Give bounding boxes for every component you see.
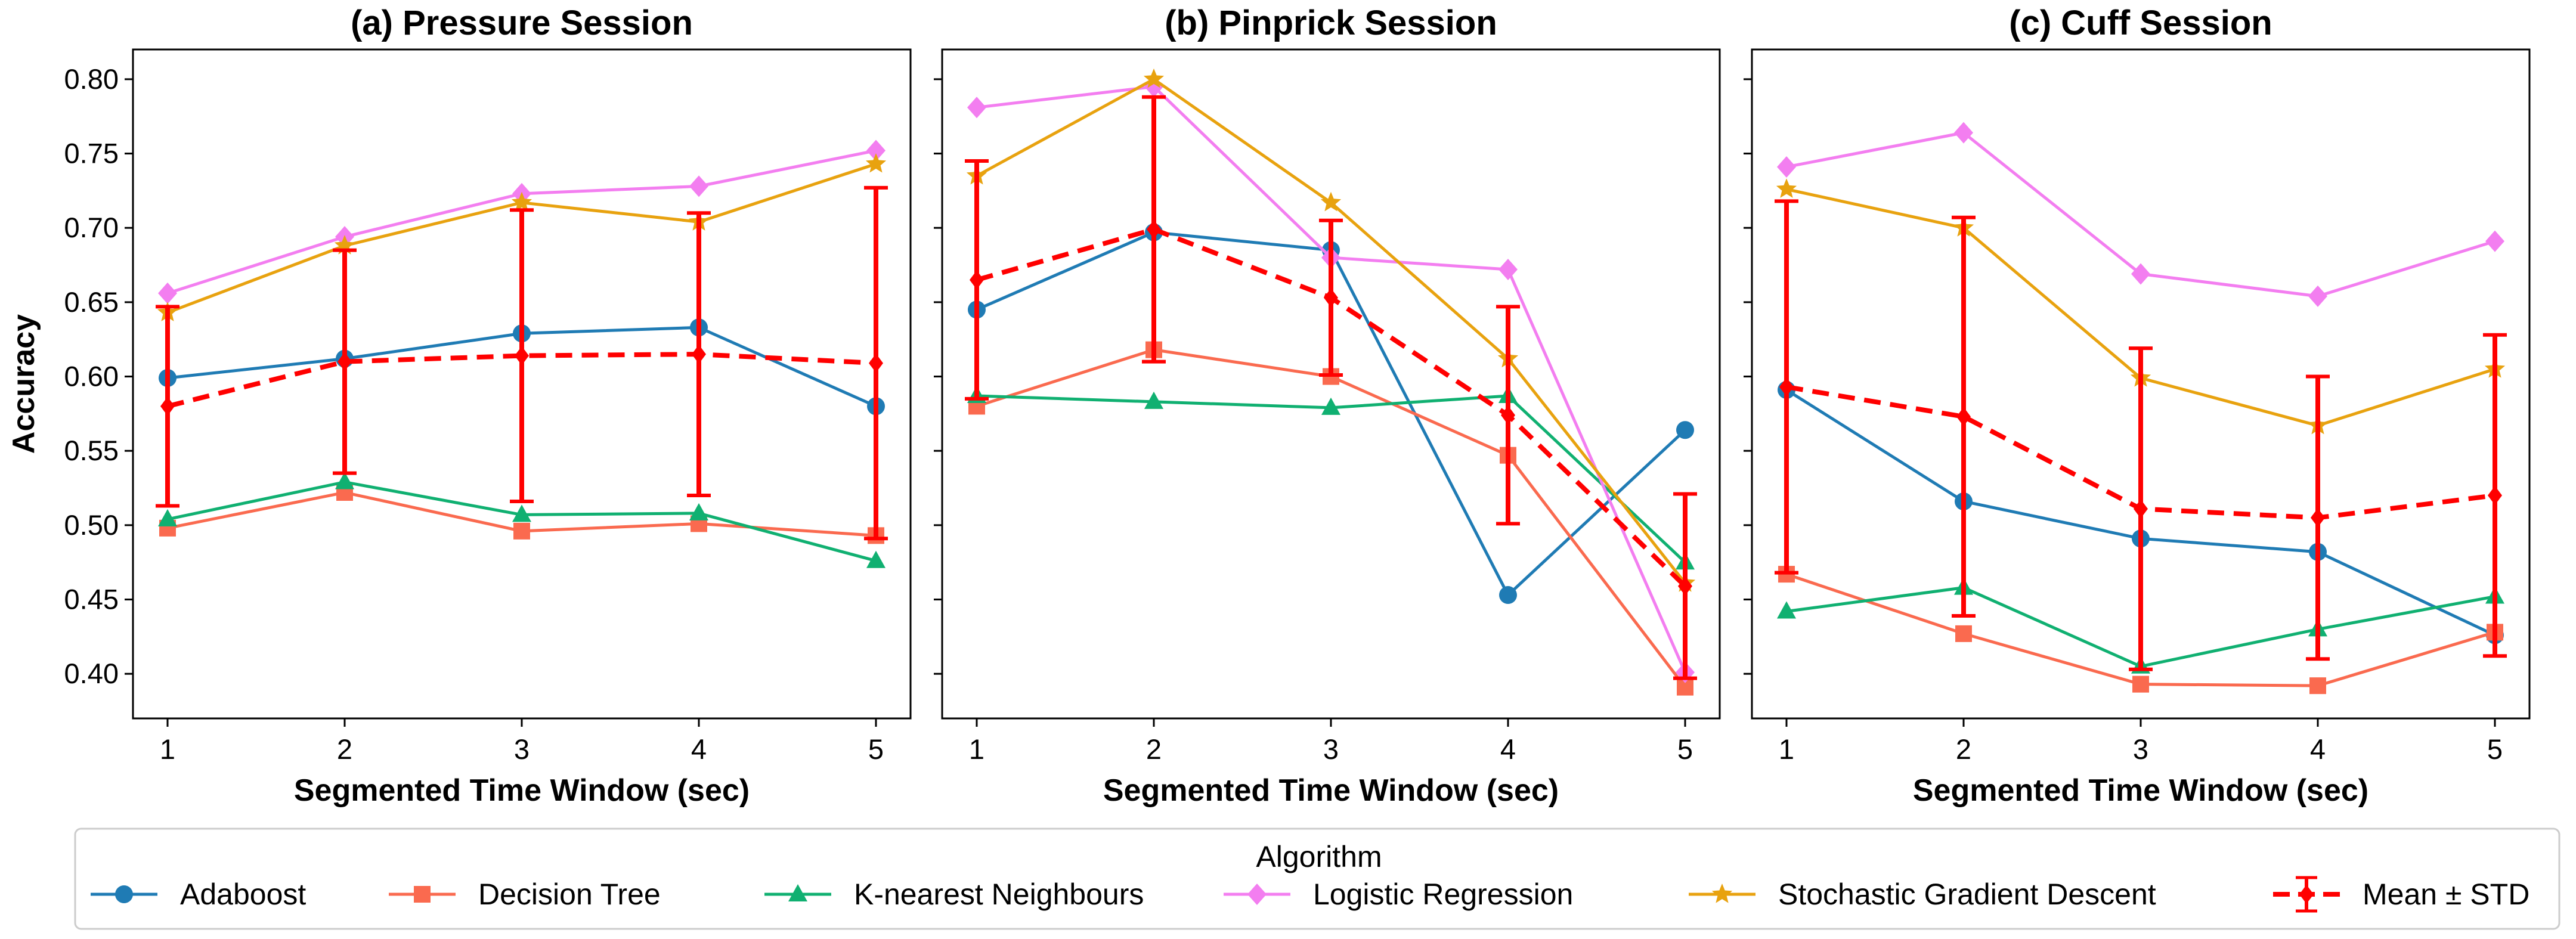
panel-1-title: (a) Pressure Session [351, 4, 693, 42]
panel-2-point-logistic-regression [1144, 76, 1163, 98]
panel-2-series-line-k-nearest-neighbours [976, 394, 1686, 564]
panel-1-ytick-label: 0.75 [64, 138, 119, 169]
panel-3-point-decision-tree [2132, 675, 2149, 693]
panel-3-title: (c) Cuff Session [2009, 4, 2272, 42]
panel-2-title: (b) Pinprick Session [1165, 4, 1497, 42]
panel-1-mean-point [338, 352, 352, 371]
panel-3-xtick-label: 2 [1956, 733, 1971, 765]
panel-1-point-logistic-regression [866, 140, 886, 162]
panel-1-xtick-label: 1 [160, 733, 175, 765]
panel-3-point-logistic-regression [1777, 156, 1796, 178]
panel-2-xtick-label: 1 [969, 733, 984, 765]
legend-marker-decision-tree [414, 886, 431, 903]
panel-3-point-k-nearest-neighbours [1777, 601, 1796, 619]
panel-1-point-stochastic-gradient-descent [511, 191, 532, 212]
legend-title: Algorithm [1256, 840, 1382, 873]
panel-2-point-adaboost [1499, 586, 1517, 605]
panel-2-mean-point [970, 270, 984, 290]
panel-3-point-stochastic-gradient-descent [1776, 178, 1797, 198]
panel-1-y-axis-label: Accuracy [7, 314, 41, 454]
legend-marker-mean [2299, 885, 2314, 904]
panel-3-mean-point [1779, 377, 1794, 396]
legend-label-stochastic-gradient-descent: Stochastic Gradient Descent [1778, 878, 2156, 911]
legend-marker-stochastic-gradient-descent [1711, 884, 1733, 903]
panel-3-point-logistic-regression [2485, 230, 2504, 252]
panel-1-mean-point [692, 345, 706, 364]
panel-1-point-logistic-regression [689, 175, 708, 197]
legend-label-logistic-regression: Logistic Regression [1313, 878, 1573, 911]
panel-1-mean-point [160, 396, 175, 416]
panel-1-point-k-nearest-neighbours [512, 504, 531, 522]
panel-2-mean-point [1147, 219, 1161, 239]
panel-2-mean-point [1501, 405, 1515, 425]
panel-2-point-k-nearest-neighbours [1321, 397, 1340, 415]
legend-label-adaboost: Adaboost [180, 878, 306, 911]
panel-2-xtick-label: 2 [1146, 733, 1162, 765]
panel-2-mean-point [1678, 577, 1692, 596]
panel-1-xtick-label: 5 [868, 733, 884, 765]
panel-2-point-logistic-regression [1498, 259, 1518, 281]
panel-3-xtick-label: 5 [2487, 733, 2503, 765]
panel-1-point-logistic-regression [158, 282, 177, 304]
legend-marker-logistic-regression [1247, 884, 1267, 905]
panel-1-ytick-label: 0.70 [64, 212, 119, 243]
panel-1-point-k-nearest-neighbours [158, 509, 177, 526]
legend-label-k-nearest-neighbours: K-nearest Neighbours [854, 878, 1144, 911]
legend-label-mean: Mean ± STD [2363, 878, 2529, 911]
panel-1-xtick-label: 3 [514, 733, 530, 765]
panel-1-ytick-label: 0.80 [64, 63, 119, 95]
panel-2-point-adaboost [1676, 421, 1694, 439]
panel-1-point-k-nearest-neighbours [866, 550, 886, 568]
panel-2-mean-point [1324, 288, 1338, 308]
panel-3-point-logistic-regression [2131, 263, 2150, 285]
panel-2-point-stochastic-gradient-descent [1320, 191, 1342, 212]
panel-2-xtick-label: 5 [1677, 733, 1693, 765]
panel-1-point-decision-tree [513, 522, 530, 540]
panel-1-xtick-label: 2 [337, 733, 352, 765]
panel-3-point-logistic-regression [1954, 122, 1973, 144]
panel-3-mean-point [1956, 407, 1971, 426]
panel-3-point-logistic-regression [2308, 285, 2327, 307]
panel-3-mean-point [2311, 508, 2325, 528]
panel-1-xtick-label: 4 [691, 733, 707, 765]
legend-marker-k-nearest-neighbours [788, 884, 807, 901]
legend-marker-adaboost [115, 885, 133, 903]
panel-1-mean-point [515, 346, 529, 365]
panel-1-point-k-nearest-neighbours [689, 503, 708, 520]
panel-2-xtick-label: 3 [1323, 733, 1339, 765]
panel-1-ytick-label: 0.50 [64, 509, 119, 541]
panel-3-point-decision-tree [1955, 625, 1972, 642]
panel-1-mean-point [869, 354, 883, 373]
panel-1-ytick-label: 0.65 [64, 286, 119, 318]
panel-3-xtick-label: 3 [2133, 733, 2148, 765]
legend-box [74, 828, 2560, 930]
panel-1-ytick-label: 0.40 [64, 658, 119, 689]
panel-2-point-logistic-regression [967, 97, 986, 119]
panel-3-mean-point [2134, 499, 2148, 519]
panel-1-point-k-nearest-neighbours [335, 472, 354, 489]
panel-1-x-axis-label: Segmented Time Window (sec) [294, 773, 750, 808]
panel-1-ytick-label: 0.60 [64, 361, 119, 392]
panel-1-ytick-label: 0.55 [64, 435, 119, 466]
panel-1-ytick-label: 0.45 [64, 584, 119, 615]
panel-2-point-k-nearest-neighbours [1144, 391, 1163, 409]
panel-3-mean-point [2488, 486, 2502, 505]
panel-2-point-stochastic-gradient-descent [1143, 68, 1165, 88]
panel-2-xtick-label: 4 [1500, 733, 1516, 765]
panel-3-x-axis-label: Segmented Time Window (sec) [1913, 773, 2368, 808]
panel-3-xtick-label: 1 [1779, 733, 1794, 765]
panel-3-xtick-label: 4 [2310, 733, 2326, 765]
panel-3-point-decision-tree [2309, 677, 2326, 695]
legend-label-decision-tree: Decision Tree [478, 878, 661, 911]
panel-1-point-stochastic-gradient-descent [865, 153, 887, 173]
panel-2-x-axis-label: Segmented Time Window (sec) [1103, 773, 1559, 808]
